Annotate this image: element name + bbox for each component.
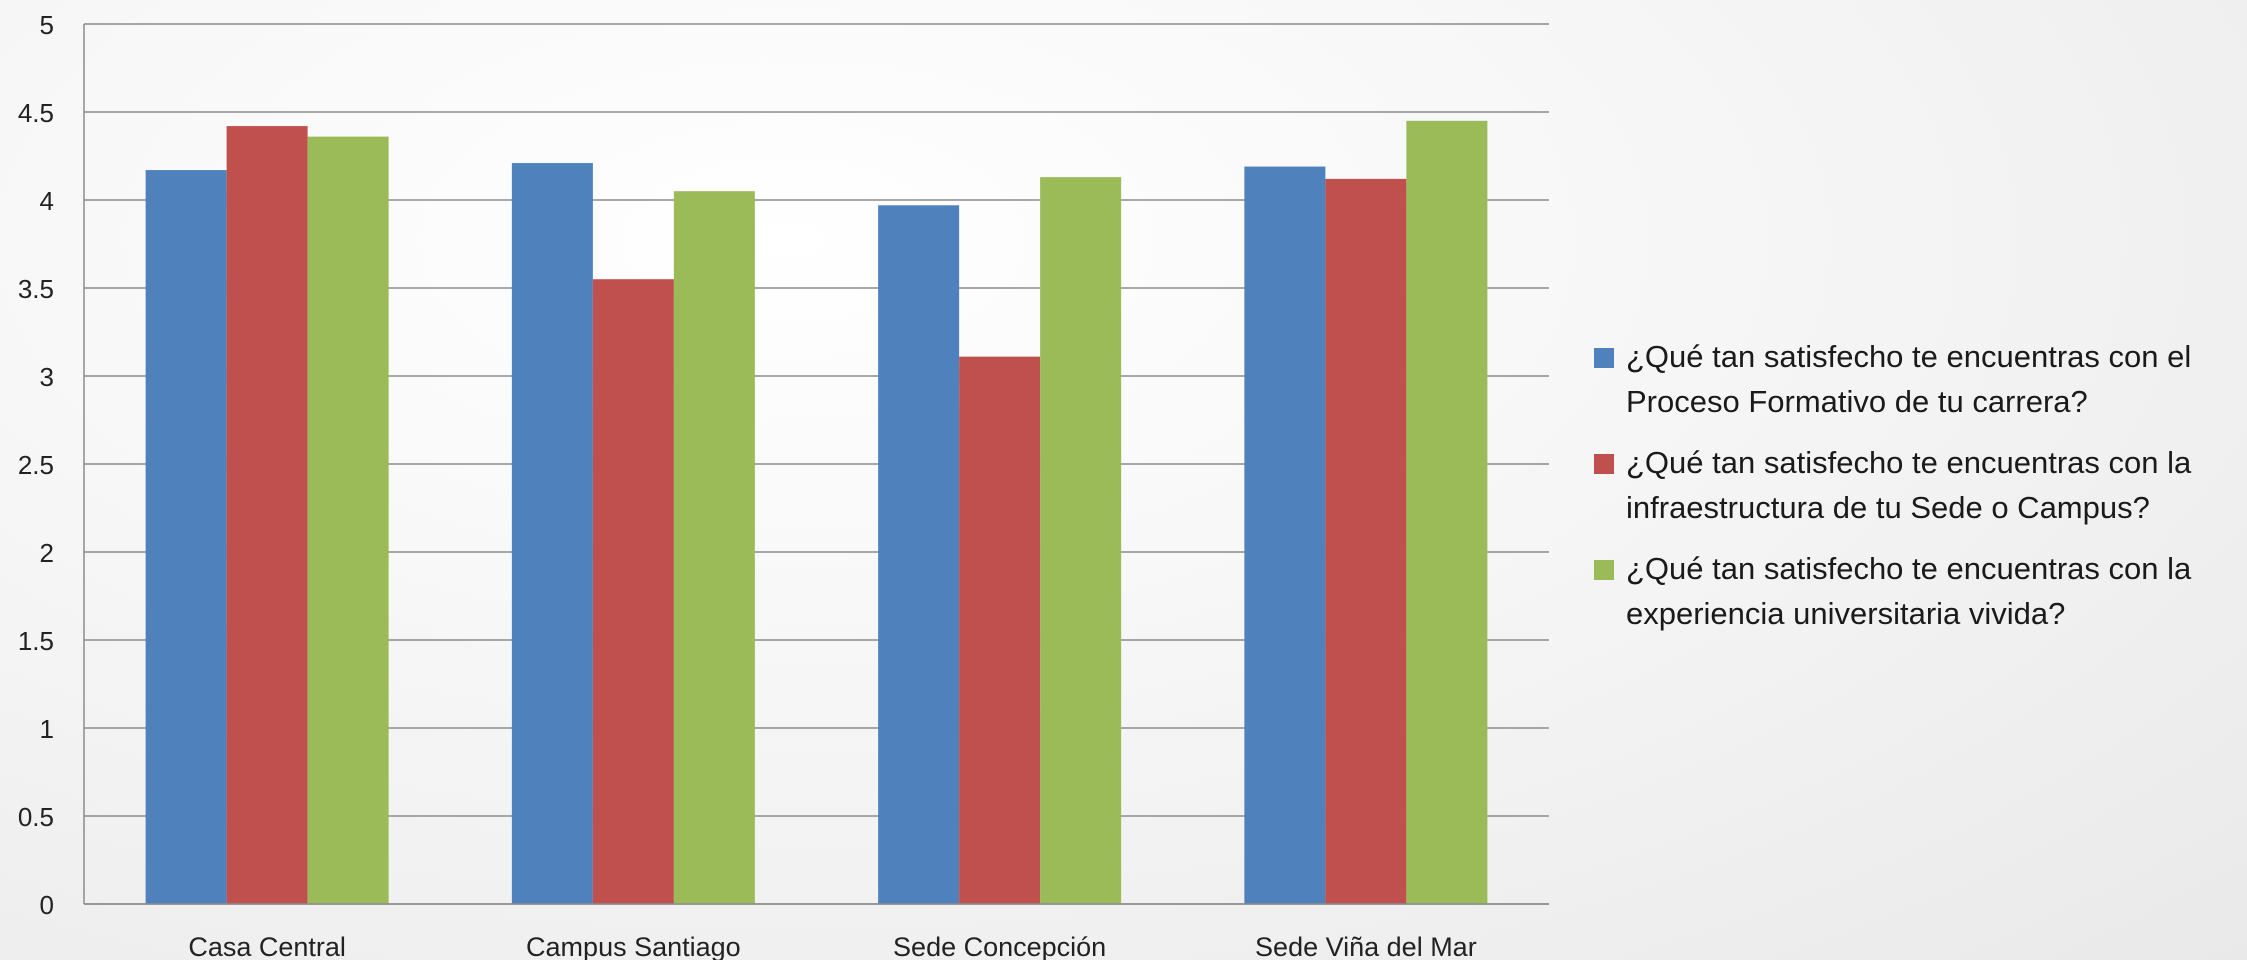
y-tick-label-10: 5 <box>40 10 54 40</box>
bar-series-1-casa-central <box>145 170 227 904</box>
y-tick-label-5: 2.5 <box>18 450 54 480</box>
y-tick-label-1: 0.5 <box>18 802 54 832</box>
bar-series-3-campus-santiago <box>673 191 755 904</box>
x-tick-label-1: Campus Santiago <box>526 932 741 960</box>
x-tick-label-3: Sede Viña del Mar <box>1255 932 1477 960</box>
legend-item-series-2: ¿Qué tan satisfecho te encuentras con la… <box>1594 440 2244 530</box>
y-tick-label-2: 1 <box>40 714 54 744</box>
legend-item-series-1: ¿Qué tan satisfecho te encuentras con el… <box>1594 334 2244 424</box>
legend-label-series-2: ¿Qué tan satisfecho te encuentras con la… <box>1626 445 2192 525</box>
y-tick-label-3: 1.5 <box>18 626 54 656</box>
bar-series-1-campus-santiago <box>511 163 593 905</box>
bars <box>145 120 1488 905</box>
bar-series-2-casa-central <box>226 126 308 904</box>
bar-series-1-sede-concepci-n <box>878 205 960 904</box>
bar-series-2-campus-santiago <box>592 279 674 904</box>
x-tick-label-0: Casa Central <box>188 932 346 960</box>
y-tick-label-4: 2 <box>40 538 54 568</box>
legend-swatch-series-2 <box>1594 454 1614 474</box>
y-tick-label-6: 3 <box>40 362 54 392</box>
legend-item-series-3: ¿Qué tan satisfecho te encuentras con la… <box>1594 546 2244 636</box>
bar-series-2-sede-vi-a-del-mar <box>1325 178 1407 904</box>
legend-swatch-series-3 <box>1594 560 1614 580</box>
legend-label-series-3: ¿Qué tan satisfecho te encuentras con la… <box>1626 551 2192 631</box>
y-tick-label-9: 4.5 <box>18 98 54 128</box>
legend-label-series-1: ¿Qué tan satisfecho te encuentras con el… <box>1626 339 2192 419</box>
bar-series-2-sede-concepci-n <box>959 356 1041 904</box>
legend: ¿Qué tan satisfecho te encuentras con el… <box>1594 334 2244 652</box>
y-tick-label-0: 0 <box>40 890 54 920</box>
axes: 0 0.5 1 1.5 2 2.5 3 3.5 4 4.5 5 Casa Central Campus … <box>18 10 1549 960</box>
y-tick-label-7: 3.5 <box>18 274 54 304</box>
x-tick-label-2: Sede Concepción <box>893 932 1106 960</box>
bar-series-3-casa-central <box>307 136 389 904</box>
bar-series-3-sede-concepci-n <box>1040 177 1122 904</box>
y-tick-label-8: 4 <box>40 186 54 216</box>
bar-series-1-sede-vi-a-del-mar <box>1244 166 1326 904</box>
legend-swatch-series-1 <box>1594 348 1614 368</box>
bar-series-3-sede-vi-a-del-mar <box>1406 120 1488 905</box>
